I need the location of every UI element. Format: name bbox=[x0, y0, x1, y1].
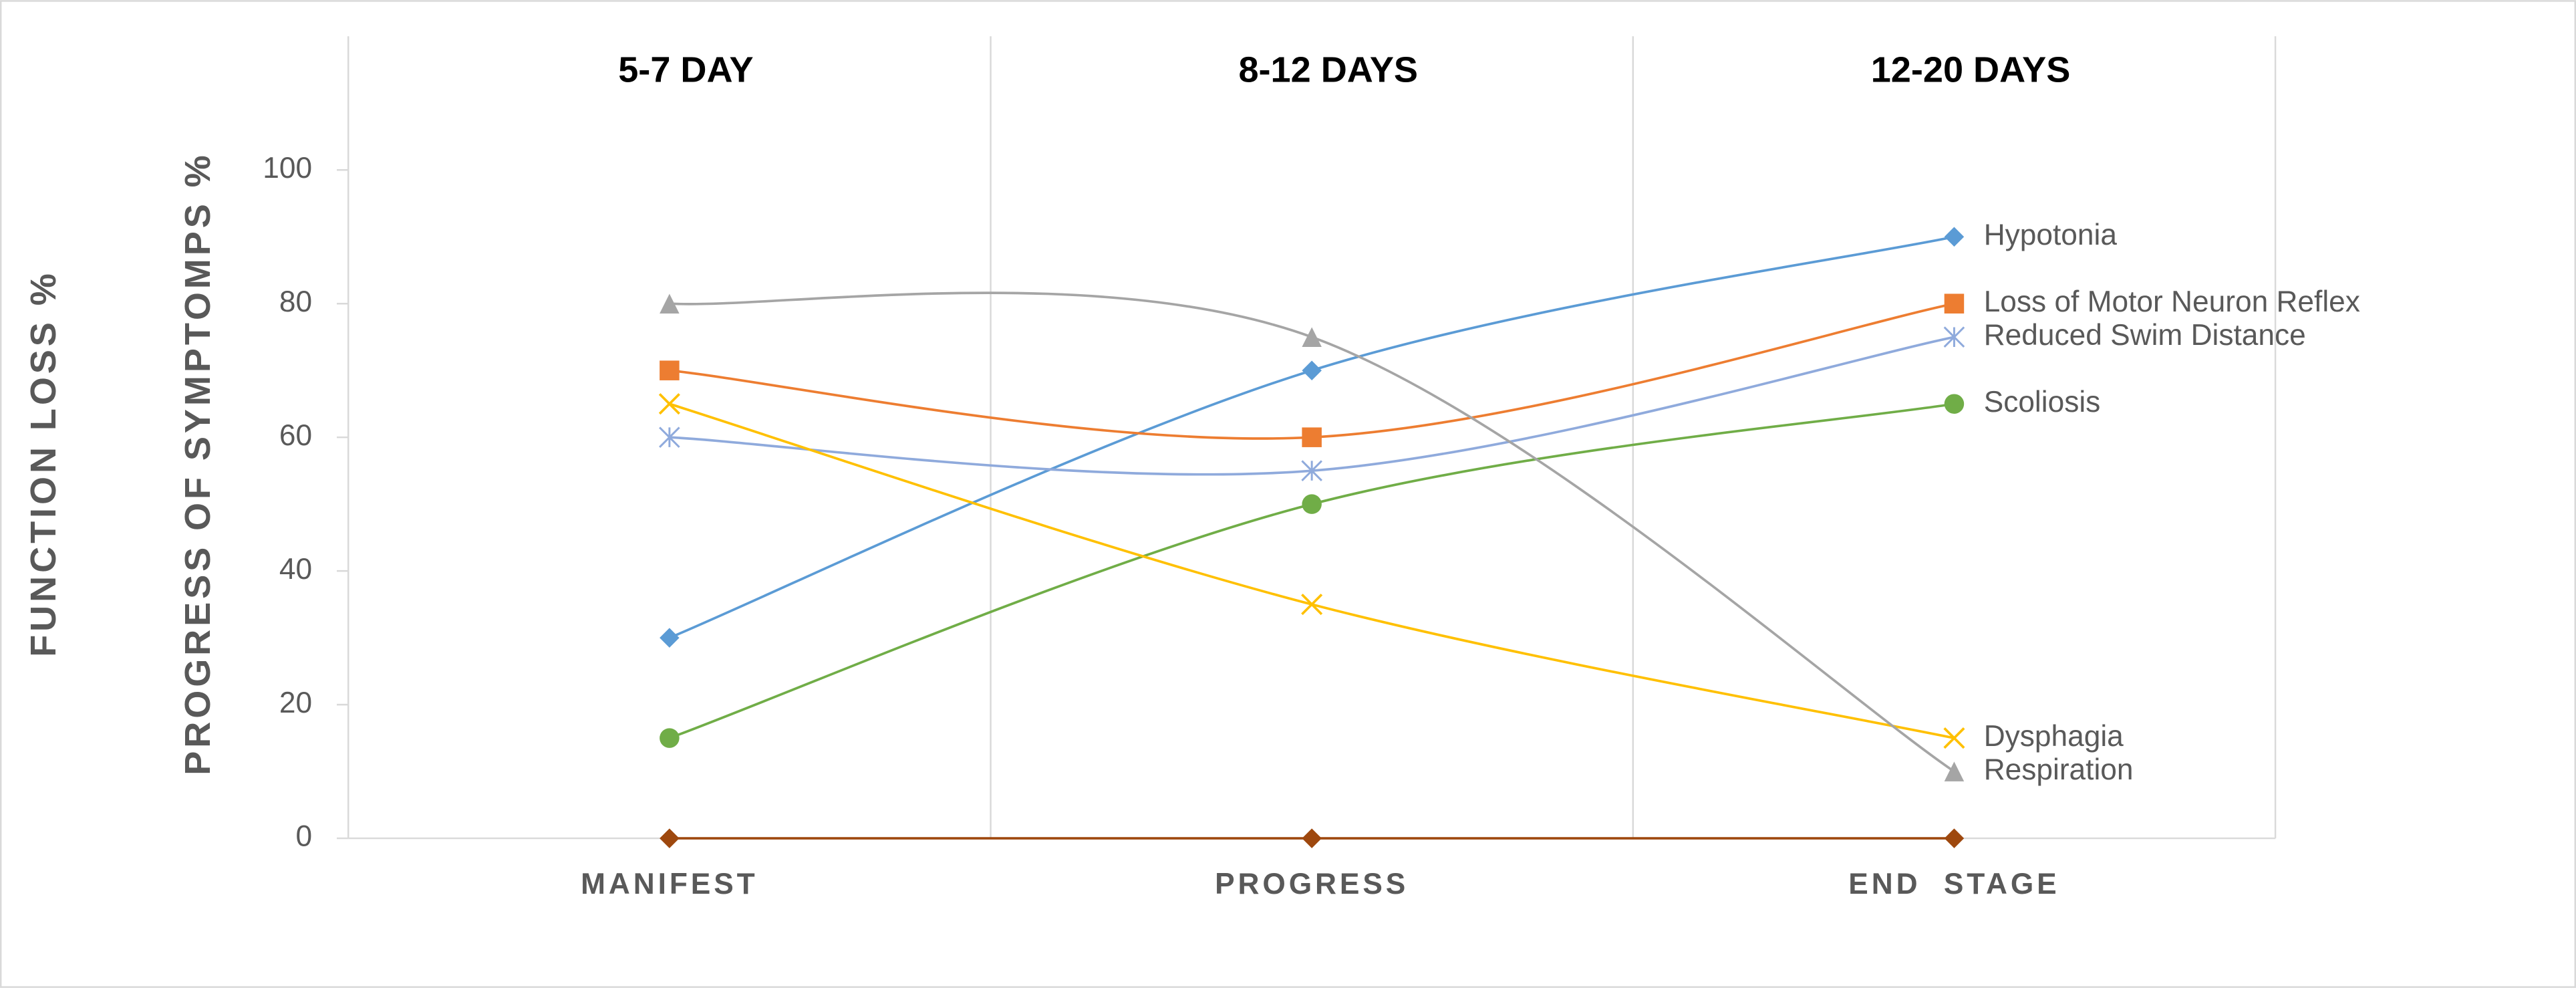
period-label: 8-12 DAYS bbox=[1238, 50, 1418, 90]
legend-label: Dysphagia bbox=[1984, 720, 2124, 753]
y-tick-label: 60 bbox=[279, 419, 312, 452]
outer-y-label: FUNCTION LOSS % bbox=[23, 270, 63, 657]
y-tick-label: 80 bbox=[279, 285, 312, 318]
period-label: 12-20 DAYS bbox=[1871, 50, 2071, 90]
marker bbox=[1944, 761, 1965, 781]
x-tick-label: MANIFEST bbox=[581, 868, 758, 900]
marker bbox=[659, 426, 680, 448]
marker bbox=[1944, 394, 1965, 414]
legend-label: Scoliosis bbox=[1984, 386, 2101, 418]
series-line bbox=[669, 291, 1955, 773]
marker bbox=[1301, 594, 1323, 616]
y-tick-label: 0 bbox=[295, 820, 312, 853]
marker bbox=[1944, 227, 1965, 247]
y-tick-label: 100 bbox=[263, 152, 312, 184]
legend-label: Loss of Motor Neuron Reflex bbox=[1984, 285, 2360, 318]
marker bbox=[658, 393, 680, 415]
marker bbox=[660, 360, 680, 380]
legend-label: Respiration bbox=[1984, 753, 2134, 786]
marker bbox=[1944, 293, 1965, 314]
y-axis-label: PROGRESS OF SYMPTOMPS % bbox=[178, 152, 218, 775]
marker bbox=[1944, 828, 1965, 848]
x-tick-label: PROGRESS bbox=[1215, 868, 1409, 900]
legend-label: Reduced Swim Distance bbox=[1984, 319, 2306, 352]
marker bbox=[1943, 727, 1965, 749]
marker bbox=[1302, 327, 1322, 347]
y-tick-label: 20 bbox=[279, 687, 312, 719]
x-tick-label: END STAGE bbox=[1848, 868, 2059, 900]
marker bbox=[1943, 326, 1965, 348]
legend-label: Hypotonia bbox=[1984, 219, 2118, 251]
marker bbox=[1301, 460, 1322, 481]
period-label: 5-7 DAY bbox=[618, 50, 753, 90]
y-tick-label: 40 bbox=[279, 553, 312, 586]
marker bbox=[660, 293, 680, 314]
marker bbox=[1302, 494, 1322, 514]
marker bbox=[1302, 427, 1322, 447]
marker bbox=[660, 728, 680, 748]
